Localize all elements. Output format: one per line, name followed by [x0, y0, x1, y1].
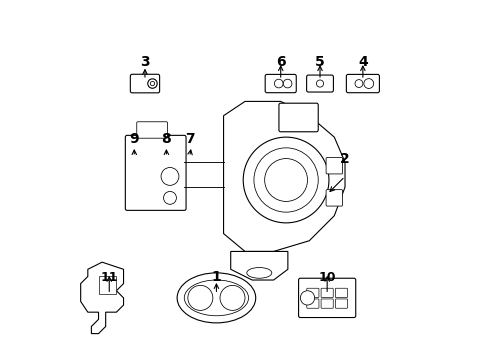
Circle shape: [355, 80, 363, 87]
Ellipse shape: [247, 267, 272, 278]
FancyBboxPatch shape: [321, 299, 333, 308]
FancyBboxPatch shape: [125, 135, 186, 210]
FancyBboxPatch shape: [307, 288, 319, 297]
FancyBboxPatch shape: [307, 75, 333, 92]
FancyBboxPatch shape: [307, 299, 319, 308]
Circle shape: [364, 78, 374, 89]
FancyBboxPatch shape: [130, 74, 160, 93]
Circle shape: [161, 167, 179, 185]
Circle shape: [283, 79, 292, 88]
Text: 11: 11: [100, 271, 118, 284]
Circle shape: [188, 285, 213, 310]
FancyBboxPatch shape: [265, 75, 296, 93]
Circle shape: [317, 80, 323, 87]
Ellipse shape: [177, 273, 256, 323]
FancyBboxPatch shape: [321, 288, 333, 297]
Circle shape: [274, 79, 283, 88]
Circle shape: [148, 79, 157, 88]
FancyBboxPatch shape: [346, 75, 379, 93]
FancyBboxPatch shape: [326, 157, 343, 174]
FancyBboxPatch shape: [335, 288, 347, 297]
Text: 3: 3: [140, 55, 150, 69]
Ellipse shape: [184, 280, 248, 316]
FancyBboxPatch shape: [298, 278, 356, 318]
Text: 7: 7: [185, 132, 195, 146]
FancyBboxPatch shape: [279, 103, 318, 132]
FancyBboxPatch shape: [137, 122, 168, 138]
Text: 5: 5: [315, 55, 325, 69]
Circle shape: [243, 137, 329, 223]
Circle shape: [164, 192, 176, 204]
Text: 9: 9: [129, 132, 139, 146]
Text: 6: 6: [276, 55, 286, 69]
Text: 2: 2: [340, 152, 350, 166]
Polygon shape: [98, 276, 117, 294]
Polygon shape: [223, 102, 345, 251]
FancyBboxPatch shape: [335, 299, 347, 308]
Text: 8: 8: [162, 132, 172, 146]
Polygon shape: [81, 262, 123, 334]
Circle shape: [300, 291, 315, 305]
Circle shape: [150, 81, 155, 86]
Circle shape: [220, 285, 245, 310]
Text: 4: 4: [358, 55, 368, 69]
Text: 10: 10: [318, 271, 336, 284]
FancyBboxPatch shape: [326, 190, 343, 206]
Text: 1: 1: [212, 270, 221, 284]
Polygon shape: [231, 251, 288, 280]
